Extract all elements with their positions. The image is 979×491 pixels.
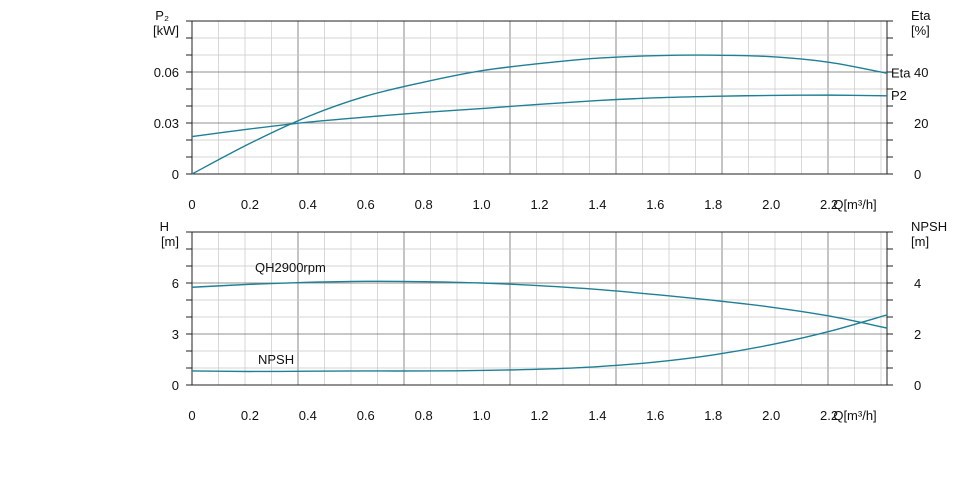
grid-minor: [192, 21, 887, 174]
x-tick-label: 2.0: [762, 197, 780, 212]
x-tick-label: 1.8: [704, 408, 722, 423]
series-line-npsh: [191, 314, 888, 373]
x-tick-label: 0.4: [299, 197, 317, 212]
x-tick-label: 1.2: [530, 408, 548, 423]
x-tick-label: 1.0: [473, 197, 491, 212]
right-y-tick-label: 2: [914, 327, 921, 342]
x-tick-label: 1.2: [530, 197, 548, 212]
x-tick-label: 1.0: [473, 408, 491, 423]
series-label-p2: P2: [891, 88, 907, 103]
series-label-npsh: NPSH: [258, 352, 294, 367]
right-y-tick-label: 40: [914, 65, 928, 80]
left-y-tick-label: 6: [172, 276, 179, 291]
x-tick-label: 0.6: [357, 197, 375, 212]
left-axis-unit: [kW]: [153, 23, 179, 38]
series-line-eta: [191, 54, 888, 175]
series-label-qh2900rpm: QH2900rpm: [255, 260, 326, 275]
left-y-tick-label: 0: [172, 167, 179, 182]
x-tick-label: 2.2: [820, 408, 838, 423]
plot-frame: [191, 231, 888, 386]
left-y-tick-label: 0.03: [154, 116, 179, 131]
x-tick-label: 0.6: [357, 408, 375, 423]
right-y-tick-label: 4: [914, 276, 921, 291]
left-y-tick-label: 3: [172, 327, 179, 342]
left-axis-unit: [m]: [161, 234, 179, 249]
x-tick-label: 2.0: [762, 408, 780, 423]
right-y-tick-label: 0: [914, 378, 921, 393]
series-line-p2: [191, 94, 888, 138]
right-axis-title: NPSH: [911, 219, 947, 234]
right-y-tick-label: 20: [914, 116, 928, 131]
plot-frame: [191, 20, 888, 175]
series-label-eta: Eta: [891, 65, 911, 80]
left-y-tick-label: 0: [172, 378, 179, 393]
x-tick-label: 0.8: [415, 197, 433, 212]
x-tick-label: 1.4: [588, 408, 606, 423]
series-line-qh2900rpm: [191, 280, 888, 329]
right-axis-title: Eta: [911, 8, 931, 23]
x-axis-unit-label: Q[m³/h]: [833, 408, 876, 423]
x-tick-label: 0.4: [299, 408, 317, 423]
chart-panel-power-efficiency: 0 0.2 0.4 0.6 0.8 1.0 1.2 1.4 1.6 1.8 2.0 2.2Q[m³/h…: [153, 8, 931, 212]
x-axis-unit-label: Q[m³/h]: [833, 197, 876, 212]
chart-panel-head-npsh: 0 0.2 0.4 0.6 0.8 1.0 1.2 1.4 1.6 1.8 2.0 2.2Q[m³/h…: [160, 219, 948, 423]
x-tick-label: 1.6: [646, 197, 664, 212]
x-tick-label: 0: [188, 408, 195, 423]
right-y-tick-label: 0: [914, 167, 921, 182]
x-tick-label: 0: [188, 197, 195, 212]
x-tick-label: 2.2: [820, 197, 838, 212]
x-tick-label: 0.2: [241, 197, 259, 212]
x-tick-label: 1.4: [588, 197, 606, 212]
right-axis-unit: [m]: [911, 234, 929, 249]
right-axis-unit: [%]: [911, 23, 930, 38]
x-tick-label: 0.2: [241, 408, 259, 423]
left-axis-title: P₂: [155, 8, 169, 23]
left-axis-title: H: [160, 219, 169, 234]
left-y-tick-label: 0.06: [154, 65, 179, 80]
x-tick-label: 0.8: [415, 408, 433, 423]
x-tick-label: 1.8: [704, 197, 722, 212]
x-tick-label: 1.6: [646, 408, 664, 423]
